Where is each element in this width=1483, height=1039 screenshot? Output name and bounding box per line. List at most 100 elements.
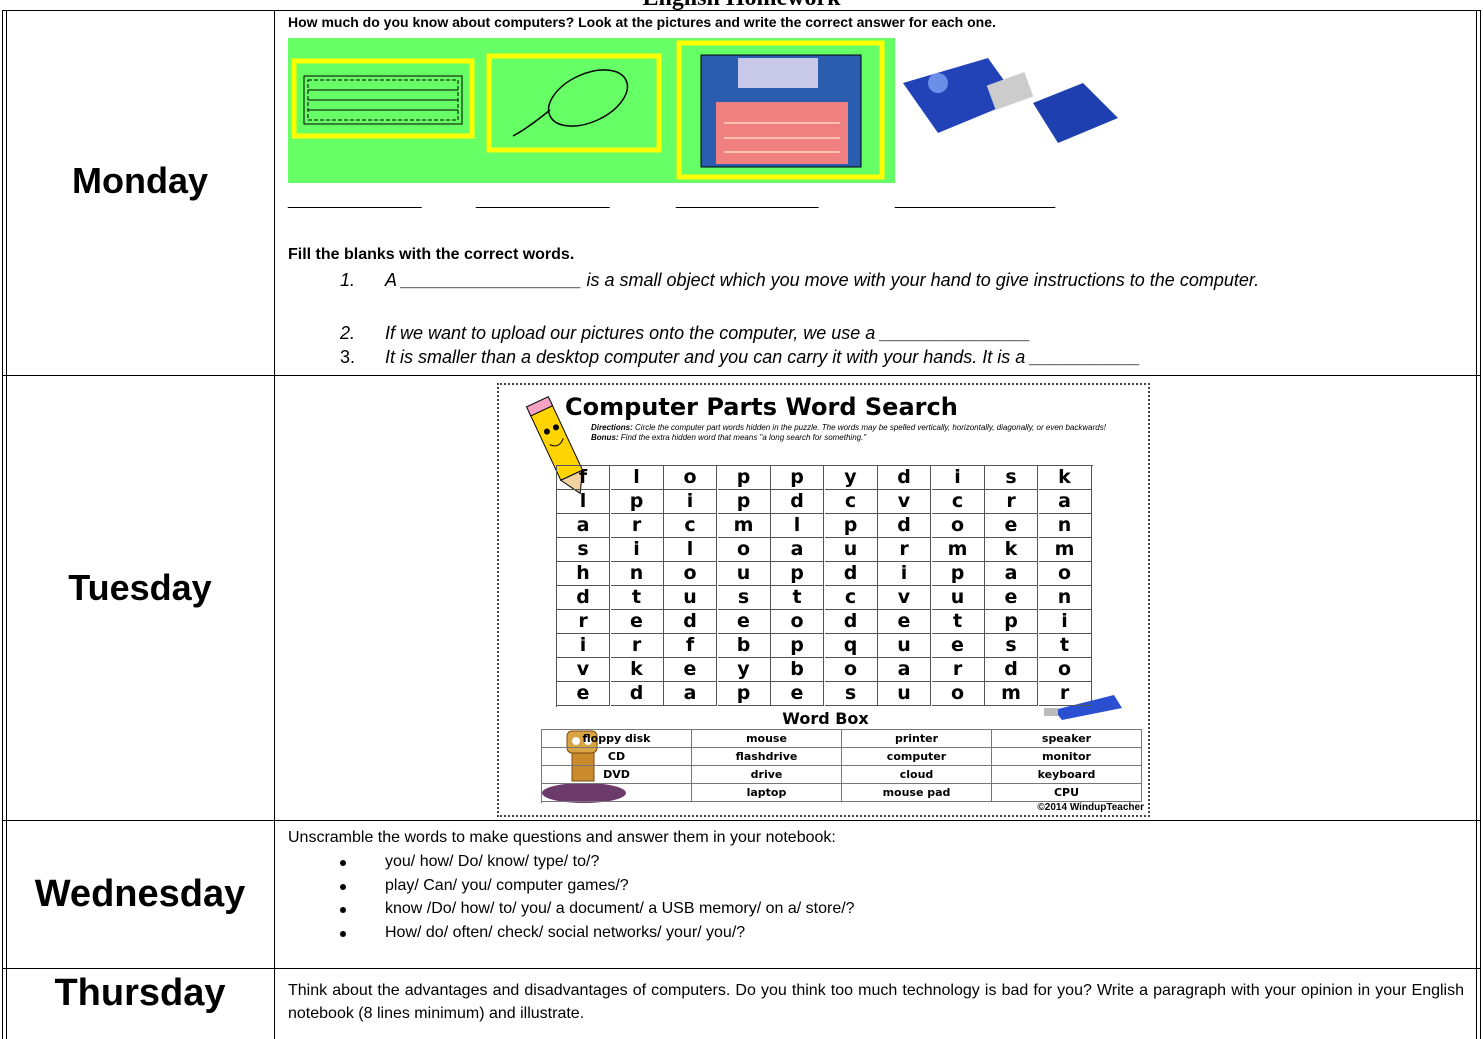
grid-letter: p (610, 490, 664, 514)
grid-letter: s (824, 682, 878, 706)
usb-icon (903, 58, 1118, 143)
pictures (288, 38, 1118, 183)
word-box-cell: floppy disk (542, 730, 692, 748)
grid-letter: h (557, 562, 610, 586)
grid-letter: i (557, 634, 610, 658)
pencil-icon (525, 396, 584, 495)
grid-letter: r (985, 490, 1038, 514)
bullet-text: you/ how/ Do/ know/ type/ to/? (385, 853, 600, 870)
grid-letter: y (717, 658, 771, 682)
grid-letter: u (824, 538, 878, 562)
grid-letter: e (664, 658, 717, 682)
grid-letter: a (664, 682, 717, 706)
grid-letter: b (717, 634, 771, 658)
question: How much do you know about computers? Lo… (288, 14, 996, 30)
grid-letter: d (771, 490, 824, 514)
grid-letter: r (931, 658, 985, 682)
grid-letter: p (717, 466, 771, 490)
grid-letter: r (557, 610, 610, 634)
grid-letter: n (1038, 586, 1092, 610)
grid-letter: f (664, 634, 717, 658)
grid-letter: p (931, 562, 985, 586)
answer-blank: __________________ (895, 192, 1056, 209)
day-label: Monday (71, 160, 208, 201)
item-text: If we want to upload our pictures onto t… (385, 323, 1031, 343)
grid-letter: c (931, 490, 985, 514)
grid-letter: r (610, 634, 664, 658)
word-box-cell: monitor (992, 748, 1142, 766)
grid-letter: r (1038, 682, 1092, 706)
grid-letter: v (878, 586, 931, 610)
grid-letter: s (717, 586, 771, 610)
grid-letter: b (771, 658, 824, 682)
grid-letter: l (664, 538, 717, 562)
usb-icon (1044, 695, 1122, 720)
grid-letter: l (610, 466, 664, 490)
grid-letter: o (931, 682, 985, 706)
grid-letter: o (717, 538, 771, 562)
grid-letter: r (610, 514, 664, 538)
grid-letter: d (610, 682, 664, 706)
grid-letter: t (610, 586, 664, 610)
grid-letter: v (878, 490, 931, 514)
grid-letter: o (664, 562, 717, 586)
word-box-cell: printer (842, 730, 992, 748)
bonus-text: Find the extra hidden word that means "a… (620, 433, 867, 442)
table-border (1480, 10, 1481, 1039)
grid-letter: l (557, 490, 610, 514)
grid-letter: i (664, 490, 717, 514)
grid-letter: s (557, 538, 610, 562)
grid-letter: u (664, 586, 717, 610)
grid-letter: a (985, 562, 1038, 586)
grid-letter: l (771, 514, 824, 538)
grid-letter: p (717, 490, 771, 514)
picture-frame (676, 40, 885, 180)
word-box-cell: DVD (542, 766, 692, 784)
word-box-cell: keyboard (992, 766, 1142, 784)
grid-letter: p (771, 562, 824, 586)
grid-letter: e (931, 634, 985, 658)
keyboard-icon (303, 75, 463, 125)
day-label: Tuesday (68, 567, 212, 608)
word-box-cell: computer (842, 748, 992, 766)
grid-letter: d (878, 466, 931, 490)
word-box-cell: drive (692, 766, 842, 784)
grid-letter: m (1038, 538, 1092, 562)
item-text: It is smaller than a desktop computer an… (385, 347, 1141, 367)
grid-letter: m (717, 514, 771, 538)
directions-label: Directions: (591, 423, 633, 432)
table-border (1476, 10, 1477, 1039)
grid-letter: m (985, 682, 1038, 706)
word-box-cell: speaker (992, 730, 1142, 748)
word-box-title: Word Box (782, 709, 869, 728)
grid-letter: a (878, 658, 931, 682)
grid-letter: o (771, 610, 824, 634)
table-border (2, 820, 1481, 821)
grid-letter: p (824, 514, 878, 538)
grid-letter: d (985, 658, 1038, 682)
grid-letter: d (878, 514, 931, 538)
item-number: 3. (340, 347, 356, 367)
answer-blank: ________________ (676, 192, 819, 209)
bullet (340, 860, 346, 866)
answer-blank: _______________ (288, 192, 422, 209)
word-box-cell: flashdrive (692, 748, 842, 766)
grid-letter: e (717, 610, 771, 634)
word-box-cell (542, 784, 692, 802)
grid-letter: s (985, 634, 1038, 658)
grid-letter: p (717, 682, 771, 706)
grid-letter: u (717, 562, 771, 586)
grid-letter: p (771, 466, 824, 490)
grid-letter: y (824, 466, 878, 490)
bonus-label: Bonus: (591, 433, 619, 442)
grid-letter: d (824, 610, 878, 634)
grid-letter: e (985, 514, 1038, 538)
grid-letter: c (824, 490, 878, 514)
grid-letter: t (771, 586, 824, 610)
grid-letter: f (557, 466, 610, 490)
item-text: A __________________ is a small object w… (385, 270, 1260, 290)
grid-letter: r (878, 538, 931, 562)
grid-letter: d (557, 586, 610, 610)
directions: Directions: Circle the computer part wor… (591, 423, 1111, 443)
